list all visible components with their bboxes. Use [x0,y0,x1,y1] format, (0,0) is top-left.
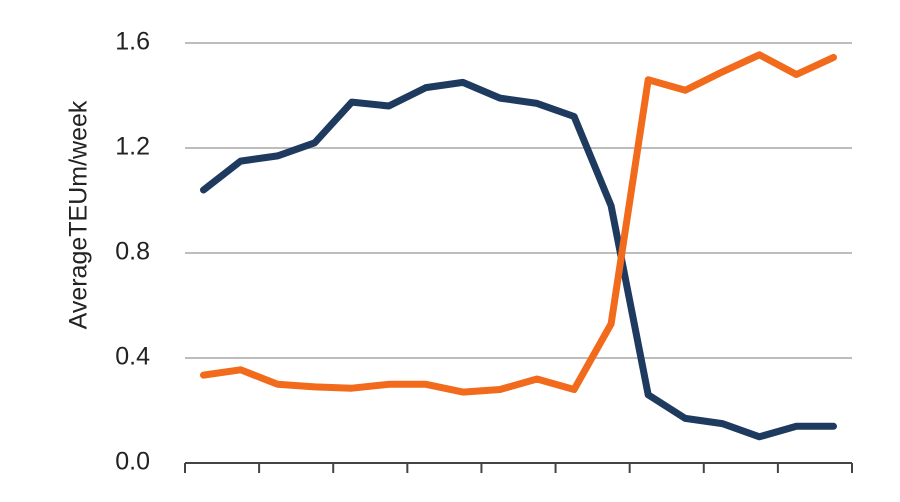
y-tick-label: 1.2 [115,133,150,161]
y-tick-label: 0.8 [115,238,150,266]
series-line [200,51,837,396]
series-line [200,78,837,441]
y-axis-label: AverageTEUm/week [65,100,93,329]
y-tick-label: 0.0 [115,448,150,476]
y-tick-label: 1.6 [115,28,150,56]
y-tick-label: 0.4 [115,343,150,371]
